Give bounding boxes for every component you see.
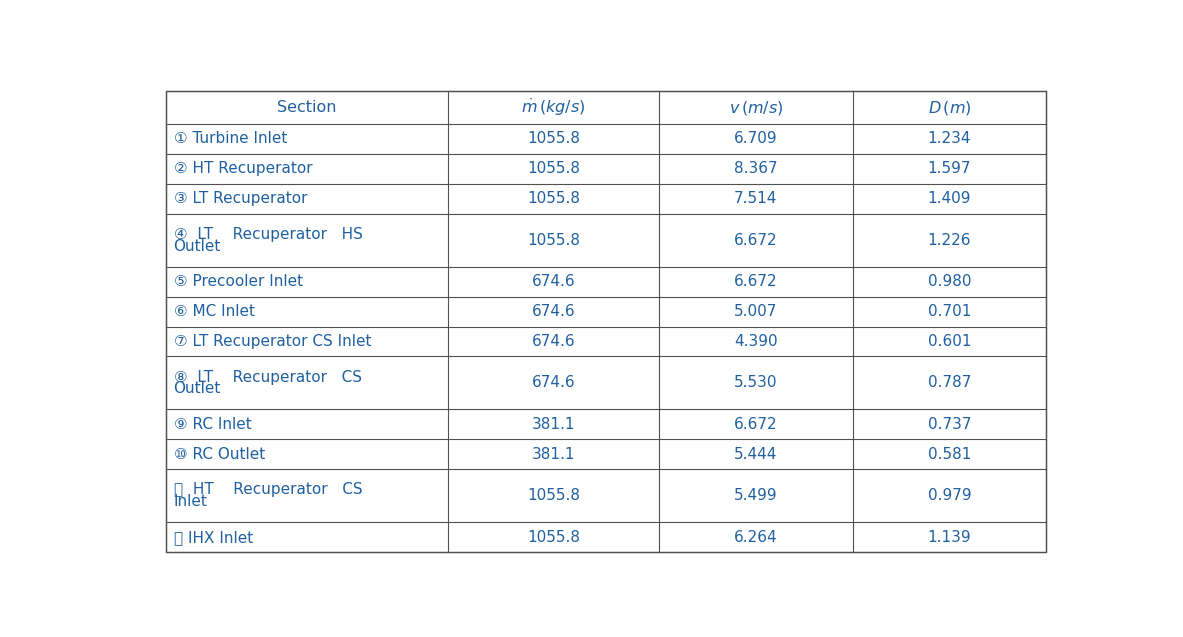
Text: $D\,(m)$: $D\,(m)$ [927,99,971,117]
Text: 0.701: 0.701 [927,304,971,319]
Text: Section: Section [277,100,337,115]
Text: 0.601: 0.601 [927,334,971,349]
Text: 0.581: 0.581 [927,447,971,462]
Text: 8.367: 8.367 [735,161,777,176]
Text: 5.530: 5.530 [735,375,777,390]
Text: ⑫ IHX Inlet: ⑫ IHX Inlet [174,530,253,545]
Text: 1055.8: 1055.8 [526,161,580,176]
Text: $\dot{m}\,(kg/s)$: $\dot{m}\,(kg/s)$ [522,97,586,118]
Text: ⑨ RC Inlet: ⑨ RC Inlet [174,417,251,432]
Text: Outlet: Outlet [174,382,221,396]
Text: ⑦ LT Recuperator CS Inlet: ⑦ LT Recuperator CS Inlet [174,334,371,349]
Text: 1.139: 1.139 [927,530,971,545]
Text: 6.709: 6.709 [735,131,777,147]
Text: Outlet: Outlet [174,239,221,254]
Text: ⑤ Precooler Inlet: ⑤ Precooler Inlet [174,274,303,289]
Text: ④  LT    Recuperator   HS: ④ LT Recuperator HS [174,227,362,242]
Text: 0.980: 0.980 [927,274,971,289]
Text: 1055.8: 1055.8 [526,191,580,206]
Text: 1055.8: 1055.8 [526,131,580,147]
Text: 674.6: 674.6 [531,375,575,390]
Text: ⑪  HT    Recuperator   CS: ⑪ HT Recuperator CS [174,482,362,497]
Text: ② HT Recuperator: ② HT Recuperator [174,161,312,176]
Text: 674.6: 674.6 [531,334,575,349]
Text: 6.672: 6.672 [735,274,777,289]
Text: $v\,(m/s)$: $v\,(m/s)$ [729,99,783,117]
Text: Inlet: Inlet [174,494,207,509]
Text: 6.672: 6.672 [735,417,777,432]
Text: ⑥ MC Inlet: ⑥ MC Inlet [174,304,254,319]
Text: 1055.8: 1055.8 [526,233,580,248]
Text: 1.597: 1.597 [927,161,971,176]
Text: 1.409: 1.409 [927,191,971,206]
Text: 0.737: 0.737 [927,417,971,432]
Text: 5.444: 5.444 [735,447,777,462]
Text: 6.672: 6.672 [735,233,777,248]
Text: 1055.8: 1055.8 [526,530,580,545]
Text: 4.390: 4.390 [735,334,777,349]
Text: ⑧  LT    Recuperator   CS: ⑧ LT Recuperator CS [174,369,362,385]
Text: 5.499: 5.499 [735,489,777,503]
Text: 381.1: 381.1 [531,417,575,432]
Text: 5.007: 5.007 [735,304,777,319]
Text: 674.6: 674.6 [531,304,575,319]
Text: 1055.8: 1055.8 [526,489,580,503]
Text: 0.979: 0.979 [927,489,971,503]
Text: 674.6: 674.6 [531,274,575,289]
Text: 7.514: 7.514 [735,191,777,206]
Text: ① Turbine Inlet: ① Turbine Inlet [174,131,287,147]
Text: ③ LT Recuperator: ③ LT Recuperator [174,191,308,206]
Text: 381.1: 381.1 [531,447,575,462]
Text: 1.234: 1.234 [927,131,971,147]
Text: 6.264: 6.264 [735,530,777,545]
Text: 1.226: 1.226 [927,233,971,248]
Text: 0.787: 0.787 [927,375,971,390]
Text: ⑩ RC Outlet: ⑩ RC Outlet [174,447,265,462]
